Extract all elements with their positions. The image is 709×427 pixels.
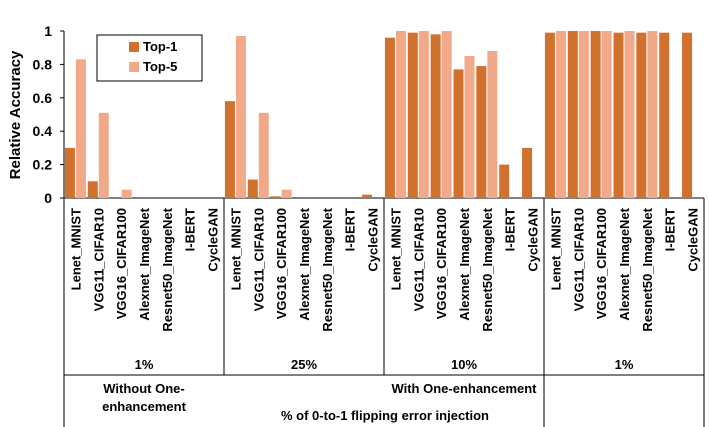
y-tick-label: 1 <box>44 23 52 39</box>
x-axis-label: % of 0-to-1 flipping error injection <box>281 408 489 423</box>
bar-top-1 <box>544 32 555 198</box>
legend-frame <box>96 34 203 82</box>
bar-top-1 <box>476 66 487 198</box>
x-category-label: VGG11_CIFAR10 <box>571 208 586 311</box>
y-tick-label: 0.6 <box>33 90 53 106</box>
x-category-label: I-BERT <box>343 208 358 251</box>
bar-top-5 <box>121 189 132 198</box>
x-category-label: Lenet_MNIST <box>68 208 83 290</box>
x-category-label: CycleGAN <box>206 208 221 272</box>
x-category-label: CycleGAN <box>526 208 541 272</box>
bar-top-1 <box>613 32 624 198</box>
x-category-label: VGG11_CIFAR10 <box>251 208 266 311</box>
x-category-label: I-BERT <box>503 208 518 251</box>
x-category-label: VGG16_CIFAR100 <box>434 208 449 319</box>
bar-top-1 <box>659 32 670 198</box>
bar-top-1 <box>224 101 235 198</box>
legend-label-top-5: Top-5 <box>143 59 177 74</box>
bar-top-5 <box>601 31 612 198</box>
bar-top-5 <box>578 31 589 198</box>
bar-top-1 <box>247 179 258 198</box>
supergroup-label-line1: Without One- <box>103 381 184 396</box>
legend-swatch-top-1 <box>129 42 139 52</box>
x-category-label: Lenet_MNIST <box>548 208 563 290</box>
supergroup-label: With One-enhancement <box>391 381 537 396</box>
bar-top-5 <box>418 31 429 198</box>
bar-top-5 <box>395 31 406 198</box>
x-category-label: VGG11_CIFAR10 <box>411 208 426 311</box>
legend: Top-1 Top-5 <box>96 34 203 82</box>
bar-top-5 <box>624 31 635 198</box>
bar-top-1 <box>87 181 98 198</box>
bar-top-1 <box>682 32 693 198</box>
bar-top-1 <box>453 69 464 198</box>
bar-top-1 <box>522 147 533 198</box>
bar-top-5 <box>464 56 475 198</box>
x-category-label: VGG16_CIFAR100 <box>274 208 289 319</box>
bar-top-1 <box>407 32 418 198</box>
group-label: 1% <box>615 357 634 372</box>
x-category-label: CycleGAN <box>366 208 381 272</box>
bar-top-1 <box>590 31 601 198</box>
supergroup-label-line2: enhancement <box>102 399 186 414</box>
x-category-label: Alexnet_ImageNet <box>297 207 312 320</box>
bar-top-1 <box>430 34 441 199</box>
y-tick-label: 0.8 <box>33 56 53 72</box>
legend-label-top-1: Top-1 <box>143 39 177 54</box>
bar-top-5 <box>487 51 498 198</box>
bar-top-5 <box>98 112 109 198</box>
bar-top-5 <box>235 36 246 199</box>
bar-top-1 <box>384 37 395 199</box>
x-category-label: I-BERT <box>183 208 198 251</box>
y-tick-label: 0.2 <box>33 157 53 173</box>
bar-top-1 <box>64 147 75 198</box>
x-category-label: VGG16_CIFAR100 <box>594 208 609 319</box>
bar-top-1 <box>499 164 510 198</box>
bar-top-5 <box>75 59 86 198</box>
legend-swatch-top-5 <box>129 62 139 72</box>
x-category-label: Alexnet_ImageNet <box>137 207 152 320</box>
y-tick-label: 0.4 <box>33 123 53 139</box>
x-category-label: Lenet_MNIST <box>388 208 403 290</box>
plot-area: 0 0.2 0.4 0.6 0.8 1 Lenet_MNIST VGG11_CIFAR10 VG… <box>33 23 705 427</box>
x-category-label: I-BERT <box>663 208 678 251</box>
y-tick-label: 0 <box>44 190 52 206</box>
x-category-label: Resnet50_ImageNet <box>160 207 175 331</box>
y-axis-label: Relative Accuracy <box>7 50 24 179</box>
x-category-label: CycleGAN <box>686 208 701 272</box>
bar-top-5 <box>647 31 658 198</box>
bar-top-5 <box>555 31 566 198</box>
group-label: 10% <box>451 357 477 372</box>
bar-top-1 <box>270 196 281 198</box>
bar-top-5 <box>281 189 292 198</box>
bar-top-5 <box>441 31 452 198</box>
x-category-label: Lenet_MNIST <box>228 208 243 290</box>
group-label: 1% <box>135 357 154 372</box>
bar-top-5 <box>258 112 269 198</box>
x-category-label: VGG16_CIFAR100 <box>114 208 129 319</box>
bar-top-1 <box>362 194 373 198</box>
x-category-label: Resnet50_ImageNet <box>320 207 335 331</box>
group-label: 25% <box>291 357 317 372</box>
x-category-label: Alexnet_ImageNet <box>457 207 472 320</box>
x-category-label: Alexnet_ImageNet <box>617 207 632 320</box>
bar-top-1 <box>636 32 647 198</box>
x-category-label: Resnet50_ImageNet <box>480 207 495 331</box>
bar-top-1 <box>567 31 578 198</box>
x-category-label: VGG11_CIFAR10 <box>91 208 106 311</box>
x-category-label: Resnet50_ImageNet <box>640 207 655 331</box>
